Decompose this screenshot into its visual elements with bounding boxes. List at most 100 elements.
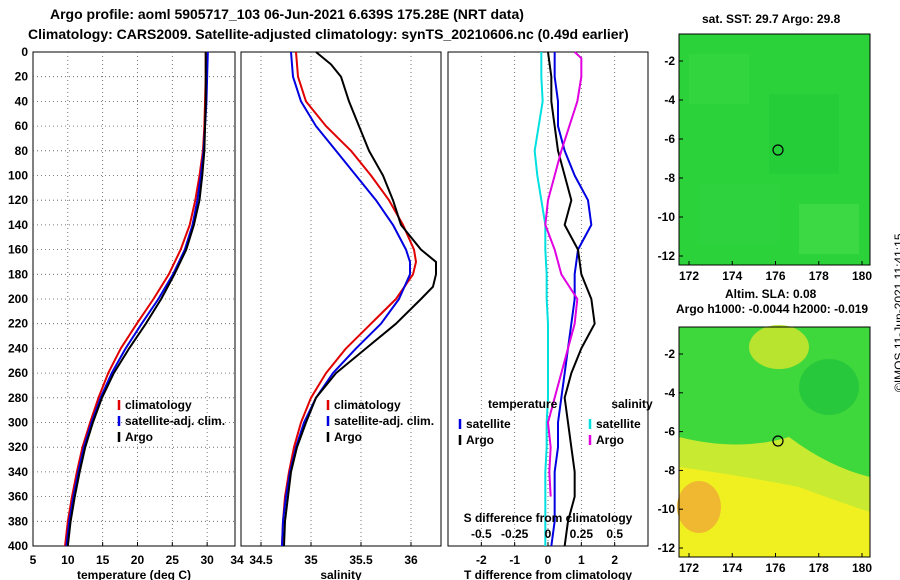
sla-map-xtick-label: 174 <box>722 561 742 575</box>
sst-map-argo-location-marker <box>772 144 784 156</box>
panel2-legend-label: satellite-adj. clim. <box>334 414 434 428</box>
panel1-ytick-label: 320 <box>8 440 28 454</box>
panel1-xlabel: temperature (deg C) <box>77 568 191 580</box>
sst-map-patch <box>799 204 859 254</box>
sst-map-title: sat. SST: 29.7 Argo: 29.8 <box>702 12 841 26</box>
panel2-frame <box>240 51 442 547</box>
sst-map-ytick-label: -8 <box>664 171 675 185</box>
panel3-xlabel: T difference from climatology <box>464 568 632 580</box>
sla-map-border <box>678 326 871 558</box>
panel1-xtick-label: 20 <box>131 553 145 567</box>
sst-map-xtick-label: 180 <box>852 269 872 283</box>
sst-map-patch <box>689 54 749 104</box>
panel1-ytick-label: 200 <box>8 292 28 306</box>
panel2-xtick-label: 34.5 <box>249 553 273 567</box>
panel1-ytick-label: 220 <box>8 317 28 331</box>
panel2-xtick-label: 35.5 <box>349 553 373 567</box>
panel1-ytick-label: 140 <box>8 218 28 232</box>
panel1-legend-label: satellite-adj. clim. <box>125 414 225 428</box>
panel1-ytick-label: 20 <box>15 70 29 84</box>
panel1-ytick-label: 280 <box>8 391 28 405</box>
sla-map-xtick-label: 180 <box>852 561 872 575</box>
panel2-xtick-label: 36 <box>404 553 418 567</box>
sla-map-ytick-label: -4 <box>664 386 675 400</box>
sla-map-band-2 <box>679 467 870 557</box>
panel2-xtick-label: 35 <box>304 553 318 567</box>
sla-map-patch <box>749 325 809 369</box>
panel3-top-xtick-label: 0.25 <box>570 527 594 541</box>
sst-map-ytick-label: -12 <box>658 249 676 263</box>
panel3-xtick-label: -1 <box>509 553 520 567</box>
panel1-ytick-label: 80 <box>15 144 29 158</box>
sla-map-ytick-label: -8 <box>664 463 675 477</box>
sst-map-xtick-label: 178 <box>809 269 829 283</box>
panel3-xtick-label: 1 <box>578 553 585 567</box>
sla-map-ytick-label: -12 <box>658 541 676 555</box>
panel1-xtick-label: 30 <box>200 553 214 567</box>
sst-map-xtick-label: 174 <box>722 269 742 283</box>
panel1-ytick-label: 40 <box>15 94 29 108</box>
sla-map-xtick-label: 178 <box>809 561 829 575</box>
panel3-series-t-argo <box>547 51 596 547</box>
panel1-ytick-label: 240 <box>8 341 28 355</box>
panel1-ytick-label: 400 <box>8 539 28 553</box>
panel3-frame <box>447 51 649 547</box>
panel3-top-xlabel: S difference from climatology <box>464 511 633 525</box>
panel3-legend-title-salinity: salinity <box>611 397 653 411</box>
sst-map-ytick-label: -2 <box>664 54 675 68</box>
panel1-xtick-label: 25 <box>166 553 180 567</box>
sla-map-patch <box>799 359 859 415</box>
panel3-series-s-satellite <box>533 52 549 546</box>
panel1-xtick-label: 10 <box>61 553 75 567</box>
panel1-ytick-label: 340 <box>8 465 28 479</box>
panel1-legend-label: Argo <box>125 430 153 444</box>
panel3-legend-label-left: Argo <box>466 433 494 447</box>
panel1-ytick-label: 300 <box>8 416 28 430</box>
panel1-xtick-label: 15 <box>96 553 110 567</box>
sla-map-ytick-label: -6 <box>664 425 675 439</box>
panel2-xlabel: salinity <box>320 568 362 580</box>
sst-map-patch <box>699 184 779 244</box>
header-line-1: Argo profile: aoml 5905717_103 06-Jun-20… <box>50 6 524 22</box>
panel3-xtick-label: 2 <box>611 553 618 567</box>
panel3-series-s-argo <box>544 51 583 497</box>
panel2-legend-label: Argo <box>334 430 362 444</box>
sla-map-title-2: Argo h1000: -0.0044 h2000: -0.019 <box>676 302 869 316</box>
panel3-xtick-label: 0 <box>545 553 552 567</box>
panel1-series-argo <box>66 52 207 547</box>
panel1-xtick-label-34: 34 <box>230 553 244 567</box>
panel1-ytick-label: 380 <box>8 514 28 528</box>
header-line-2: Climatology: CARS2009. Satellite-adjuste… <box>28 26 629 42</box>
sla-map-argo-location-marker <box>772 435 784 447</box>
panel3-series-t-satellite <box>550 52 593 547</box>
sla-map-xtick-label: 176 <box>765 561 785 575</box>
panel3-legend-label-left: satellite <box>466 417 511 431</box>
panel1-ytick-label: 360 <box>8 490 28 504</box>
sst-map-xtick-label: 176 <box>765 269 785 283</box>
panel1-ytick-label: 0 <box>21 45 28 59</box>
panel3-top-xtick-label: -0.25 <box>501 527 529 541</box>
panel3-legend-label-right: satellite <box>596 417 641 431</box>
panel1-ytick-label: 120 <box>8 193 28 207</box>
panel1-ytick-label: 100 <box>8 169 28 183</box>
panel3-top-xtick-label: 0.5 <box>606 527 623 541</box>
panel3-top-xtick-label: -0.5 <box>471 527 492 541</box>
panel2-series-argo <box>283 51 437 547</box>
sst-map-ytick-label: -6 <box>664 132 675 146</box>
sst-map-border <box>678 33 871 266</box>
panel3-xtick-label: -2 <box>476 553 487 567</box>
panel3-top-xtick-label: 0 <box>545 527 552 541</box>
sst-map-patch <box>769 94 839 174</box>
sla-map-ytick-label: -10 <box>658 502 676 516</box>
sla-map-xtick-label: 172 <box>679 561 699 575</box>
sst-map-ytick-label: -10 <box>658 210 676 224</box>
panel1-xtick-label: 5 <box>30 553 37 567</box>
panel3-legend-label-right: Argo <box>596 433 624 447</box>
sst-map-ytick-label: -4 <box>664 93 675 107</box>
panel1-ytick-label: 160 <box>8 243 28 257</box>
panel1-ytick-label: 260 <box>8 366 28 380</box>
panel2-legend-label: climatology <box>334 398 401 412</box>
panel3-legend-title-temperature: temperature <box>488 397 558 411</box>
sla-map-ytick-label: -2 <box>664 347 675 361</box>
